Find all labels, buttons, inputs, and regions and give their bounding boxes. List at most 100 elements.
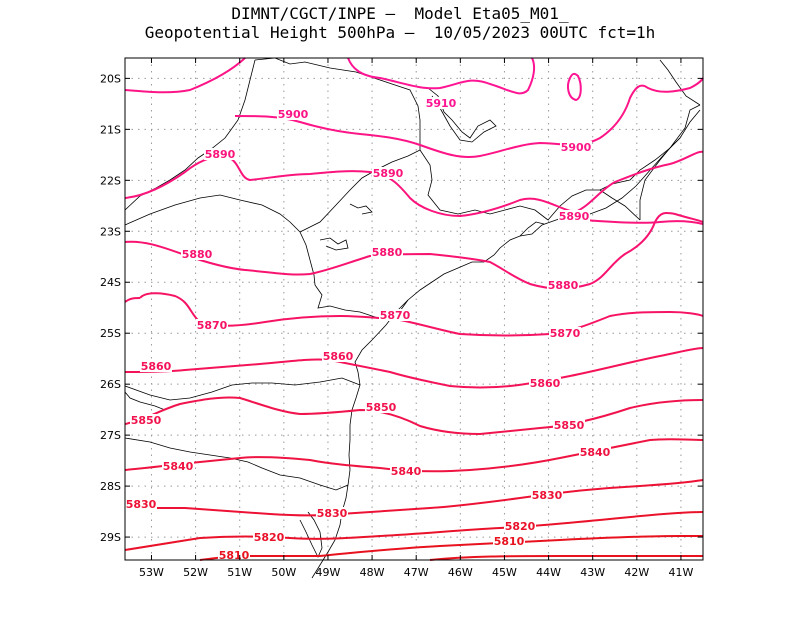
contour-5890 xyxy=(124,150,704,218)
contour-label-bg xyxy=(531,489,563,501)
contour-5900 xyxy=(124,57,246,94)
contour-5820 xyxy=(124,511,704,551)
state-border-ms-pr xyxy=(299,231,316,286)
contour-5890 xyxy=(584,219,704,225)
contour-label: 5810 xyxy=(219,549,250,562)
contour-label: 5870 xyxy=(380,309,411,322)
contour-label-bg xyxy=(529,377,561,389)
y-tick-label: 26S xyxy=(100,378,121,391)
contour-label: 5820 xyxy=(505,520,536,533)
contour-label-bg xyxy=(493,535,525,547)
argentina-border xyxy=(124,391,201,411)
contour-5860 xyxy=(124,347,704,389)
y-tick-label: 25S xyxy=(100,327,121,340)
contour-5910 xyxy=(347,57,536,95)
contour-label: 5830 xyxy=(532,489,563,502)
contour-label-bg xyxy=(218,549,250,561)
contour-label-bg xyxy=(253,531,285,543)
contour-5900 xyxy=(234,77,704,158)
contour-label: 5840 xyxy=(391,465,422,478)
contour-label-bg xyxy=(196,319,228,331)
state-border-rs-sc xyxy=(124,437,349,491)
state-border-es-mg xyxy=(639,104,701,220)
x-tick-label: 48W xyxy=(360,566,385,579)
contour-label-bg xyxy=(504,520,536,532)
contour-label-bg xyxy=(322,350,354,362)
lagoon xyxy=(299,511,323,558)
contour-label: 5900 xyxy=(561,141,592,154)
contour-label: 5910 xyxy=(426,97,457,110)
contour-label: 5860 xyxy=(323,350,354,363)
contour-label-bg xyxy=(547,279,579,291)
state-border-go-mg xyxy=(254,57,421,150)
contour-label-bg xyxy=(162,460,194,472)
y-tick-label: 23S xyxy=(100,225,121,238)
x-tick-label: 45W xyxy=(492,566,517,579)
contour-label-bg xyxy=(371,246,403,258)
contour-label-bg xyxy=(558,210,590,222)
contour-label-bg xyxy=(181,248,213,260)
contour-label: 5830 xyxy=(126,498,157,511)
plot-frame xyxy=(124,57,704,561)
x-tick-label: 42W xyxy=(624,566,649,579)
title-line-1: DIMNT/CGCT/INPE – Model Eta05_M01_ xyxy=(231,4,569,23)
state-border-ms-go xyxy=(124,59,256,211)
contour-label-bg xyxy=(365,401,397,413)
state-border-sc-pr xyxy=(124,377,361,401)
contour-label-bg xyxy=(140,360,172,372)
x-tick-label: 51W xyxy=(227,566,252,579)
y-tick-label: 29S xyxy=(100,531,121,544)
title-line-2: Geopotential Height 500hPa – 10/05/2023 … xyxy=(144,23,656,42)
state-border-rj-es xyxy=(599,189,641,221)
contour-5810 xyxy=(199,535,703,561)
contour-label-bg xyxy=(579,446,611,458)
contour-label: 5880 xyxy=(372,246,403,259)
coastline xyxy=(311,109,701,579)
contour-label: 5810 xyxy=(494,535,525,548)
y-tick-label: 21S xyxy=(100,123,121,136)
x-tick-label: 49W xyxy=(316,566,341,579)
x-tick-label: 41W xyxy=(669,566,694,579)
contour-label: 5860 xyxy=(530,377,561,390)
height-contours xyxy=(124,57,704,561)
y-tick-label: 27S xyxy=(100,429,121,442)
reservoir-3 xyxy=(319,237,349,251)
axes: 53W 52W 51W 50W 49W 48W 47W 46W 45W 44W 43W 42W 41W 2… xyxy=(100,57,704,579)
x-tick-label: 47W xyxy=(404,566,429,579)
x-tick-label: 52W xyxy=(183,566,208,579)
contour-5830 xyxy=(125,479,704,517)
state-border-ms-sp xyxy=(299,149,421,233)
reservoir-2 xyxy=(349,203,373,215)
contour-label: 5880 xyxy=(548,279,579,292)
contour-label: 5850 xyxy=(131,414,162,427)
contour-label: 5820 xyxy=(254,531,285,544)
contour-5870 xyxy=(124,297,141,303)
contour-labels: 5910 5900 5900 5890 5890 5890 5880 5880 5880 5870… xyxy=(125,97,611,562)
x-tick-label: 43W xyxy=(580,566,605,579)
contour-label: 5860 xyxy=(141,360,172,373)
coastline-and-borders xyxy=(124,57,701,579)
contour-5910 xyxy=(567,72,582,102)
contour-5810 xyxy=(429,554,703,561)
chart-title: DIMNT/CGCT/INPE – Model Eta05_M01_ Geopo… xyxy=(0,4,800,42)
state-border-mt-ms xyxy=(124,194,301,233)
y-tick-label: 20S xyxy=(100,72,121,85)
contour-label: 5850 xyxy=(366,401,397,414)
contour-label-bg xyxy=(549,327,581,339)
contour-5850 xyxy=(124,396,704,436)
contour-label: 5890 xyxy=(559,210,590,223)
bay xyxy=(519,221,545,237)
y-tick-label: 28S xyxy=(100,480,121,493)
x-tick-label: 50W xyxy=(271,566,296,579)
y-tick-label: 24S xyxy=(100,276,121,289)
contour-label-bg xyxy=(425,97,457,109)
state-border-mg-sp xyxy=(419,149,549,221)
contour-label-bg xyxy=(560,141,592,153)
contour-5840 xyxy=(124,438,704,473)
contour-label-bg xyxy=(125,498,157,510)
contour-label: 5850 xyxy=(554,419,585,432)
contour-label-bg xyxy=(204,148,236,160)
contour-label: 5840 xyxy=(580,446,611,459)
contour-label-bg xyxy=(372,167,404,179)
